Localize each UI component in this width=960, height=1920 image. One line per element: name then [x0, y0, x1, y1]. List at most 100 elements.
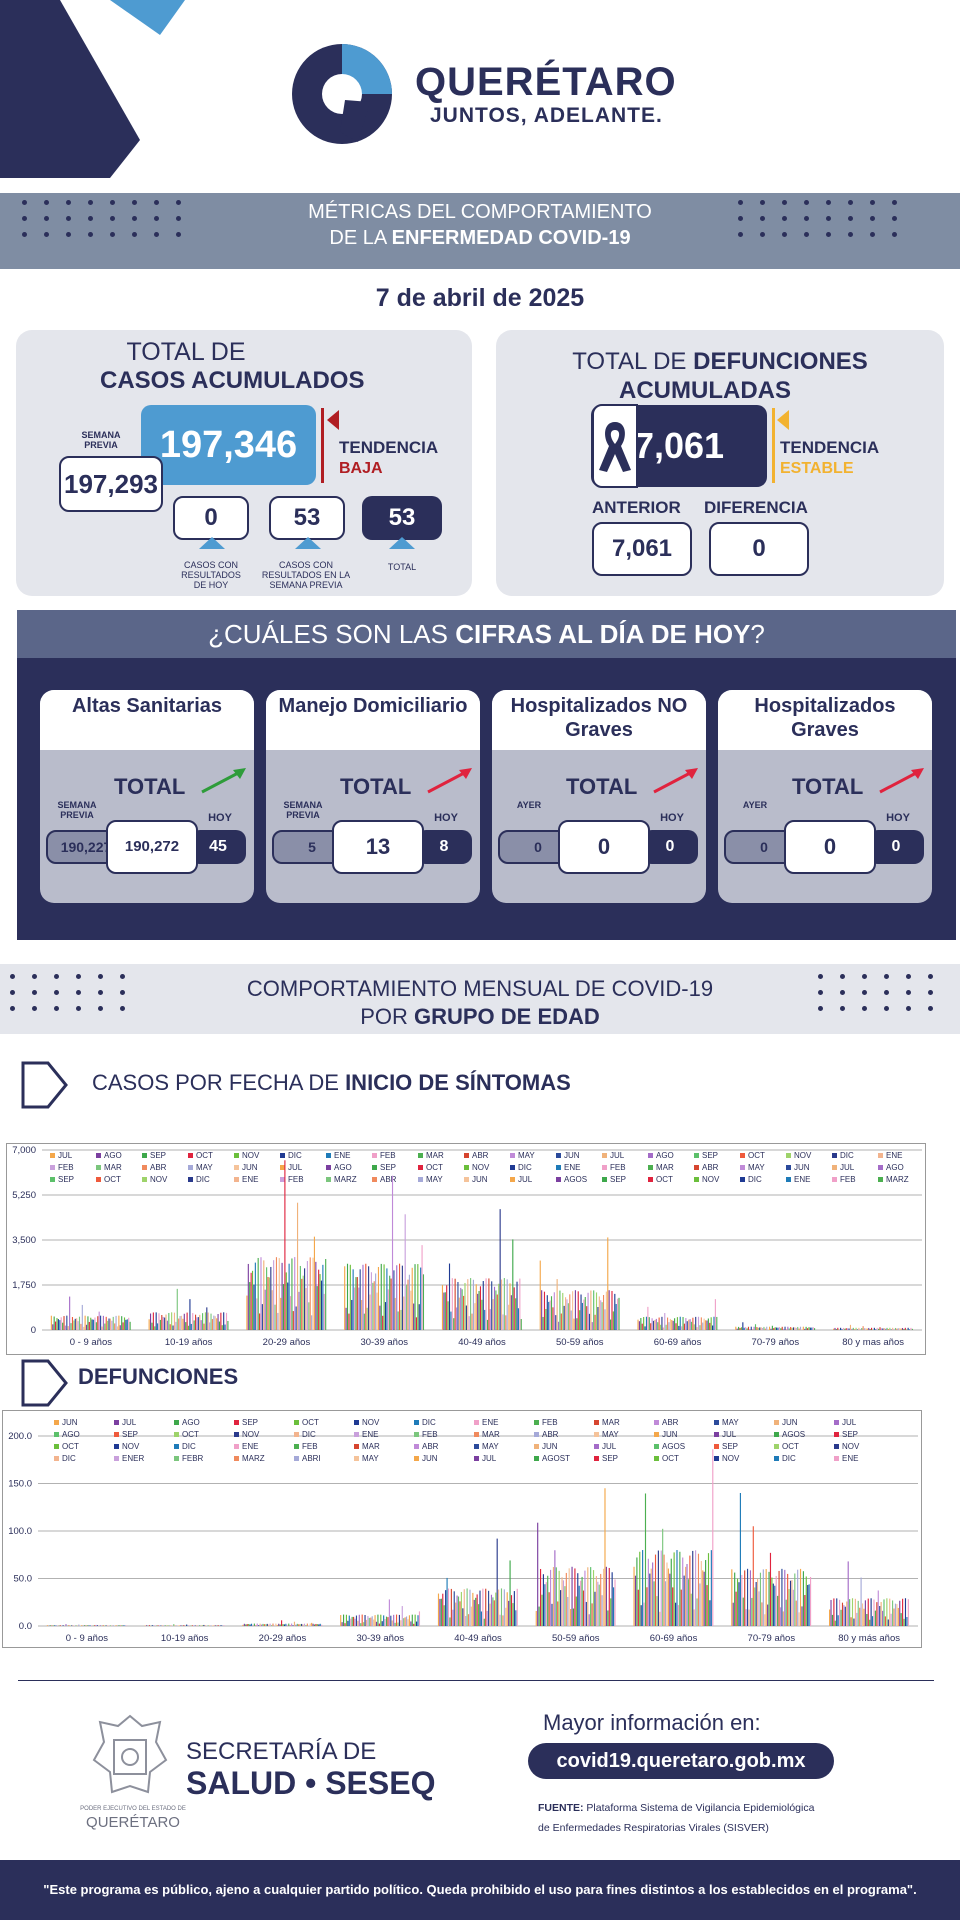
- bar: [408, 1274, 410, 1330]
- bar: [411, 1614, 413, 1626]
- bar: [305, 1288, 307, 1330]
- bar: [839, 1599, 841, 1626]
- legend-label: NOV: [794, 1151, 812, 1160]
- legend-label: ABR: [422, 1442, 439, 1451]
- legend-label: JUN: [62, 1418, 78, 1427]
- legend-label: SEP: [702, 1151, 718, 1160]
- bar: [171, 1312, 173, 1330]
- bar: [767, 1329, 769, 1330]
- bar: [312, 1623, 314, 1626]
- legend-swatch: [556, 1165, 561, 1170]
- trend-stable-icon: [777, 410, 789, 430]
- bar: [286, 1624, 288, 1626]
- deaths-trend-label: TENDENCIA: [780, 438, 880, 457]
- website-link[interactable]: covid19.queretaro.gob.mx: [528, 1743, 834, 1779]
- bar: [390, 1278, 392, 1330]
- bar: [108, 1625, 110, 1626]
- legend-swatch: [474, 1432, 479, 1437]
- legend-swatch: [54, 1432, 59, 1437]
- legend-label: NOV: [242, 1430, 260, 1439]
- legend-swatch: [54, 1420, 59, 1425]
- bar: [359, 1269, 361, 1330]
- bar: [104, 1625, 106, 1626]
- bar: [75, 1625, 77, 1626]
- bar: [644, 1326, 646, 1330]
- bar: [850, 1617, 852, 1626]
- bar: [213, 1315, 215, 1330]
- bar: [858, 1327, 860, 1330]
- bar: [89, 1625, 91, 1626]
- legend-label: JUL: [842, 1418, 857, 1427]
- bar: [285, 1272, 287, 1330]
- bar: [869, 1329, 871, 1330]
- bar: [911, 1328, 913, 1330]
- bar: [201, 1625, 203, 1626]
- bar: [645, 1316, 648, 1330]
- legend-label: SEP: [602, 1454, 618, 1463]
- bar: [706, 1320, 708, 1330]
- bar: [182, 1318, 184, 1330]
- bar: [261, 1304, 263, 1330]
- x-tick-label: 80 y mas años: [842, 1337, 904, 1348]
- bar: [841, 1602, 844, 1626]
- legend-swatch: [372, 1165, 377, 1170]
- bar: [376, 1292, 378, 1330]
- legend-swatch: [372, 1153, 377, 1158]
- bar: [874, 1610, 876, 1626]
- legend-label: MAY: [482, 1442, 499, 1451]
- bar: [388, 1599, 390, 1626]
- legend-swatch: [414, 1444, 419, 1449]
- bar: [503, 1589, 505, 1626]
- bar: [482, 1281, 484, 1330]
- bar: [604, 1488, 606, 1626]
- bar: [68, 1625, 70, 1626]
- bar: [59, 1320, 61, 1330]
- deaths-title-1-b: DEFUNCIONES: [693, 348, 868, 375]
- bar: [404, 1617, 406, 1626]
- cases-title-1: TOTAL DE: [126, 338, 246, 366]
- bar: [413, 1303, 415, 1330]
- legend-swatch: [96, 1165, 101, 1170]
- today-card-right-value: 0: [868, 830, 924, 864]
- bar: [869, 1619, 871, 1626]
- bar: [802, 1326, 804, 1330]
- legend-label: MAR: [104, 1163, 122, 1172]
- bar: [847, 1328, 849, 1330]
- bar: [859, 1328, 861, 1330]
- bar: [659, 1611, 661, 1626]
- bar: [808, 1584, 810, 1626]
- legend-swatch: [418, 1165, 423, 1170]
- legend-label: FEB: [302, 1442, 318, 1451]
- bar: [489, 1603, 491, 1626]
- bar: [748, 1609, 750, 1626]
- bar: [879, 1606, 881, 1626]
- legend-swatch: [234, 1177, 239, 1182]
- bar: [705, 1560, 707, 1626]
- bar: [587, 1292, 589, 1330]
- bar: [323, 1293, 325, 1330]
- legend-label: ABR: [662, 1418, 679, 1427]
- bar: [479, 1590, 481, 1626]
- bar: [774, 1327, 776, 1330]
- bar: [575, 1596, 577, 1626]
- legend-label: ENE: [482, 1418, 498, 1427]
- bar: [158, 1313, 160, 1330]
- legend-label: OCT: [662, 1454, 679, 1463]
- bar: [86, 1625, 89, 1626]
- legend-swatch: [326, 1177, 331, 1182]
- bar: [249, 1282, 251, 1330]
- bar: [473, 1599, 475, 1626]
- bar: [831, 1614, 834, 1626]
- bar: [209, 1322, 211, 1330]
- bar: [369, 1294, 371, 1330]
- legend-swatch: [654, 1420, 659, 1425]
- legend-label: OCT: [426, 1163, 443, 1172]
- bar: [257, 1257, 259, 1330]
- bar: [671, 1319, 673, 1330]
- bar: [883, 1599, 885, 1626]
- bar: [455, 1307, 458, 1330]
- legend-label: MAR: [482, 1430, 500, 1439]
- bar: [602, 1568, 605, 1626]
- legend-swatch: [834, 1444, 839, 1449]
- bar: [289, 1625, 291, 1626]
